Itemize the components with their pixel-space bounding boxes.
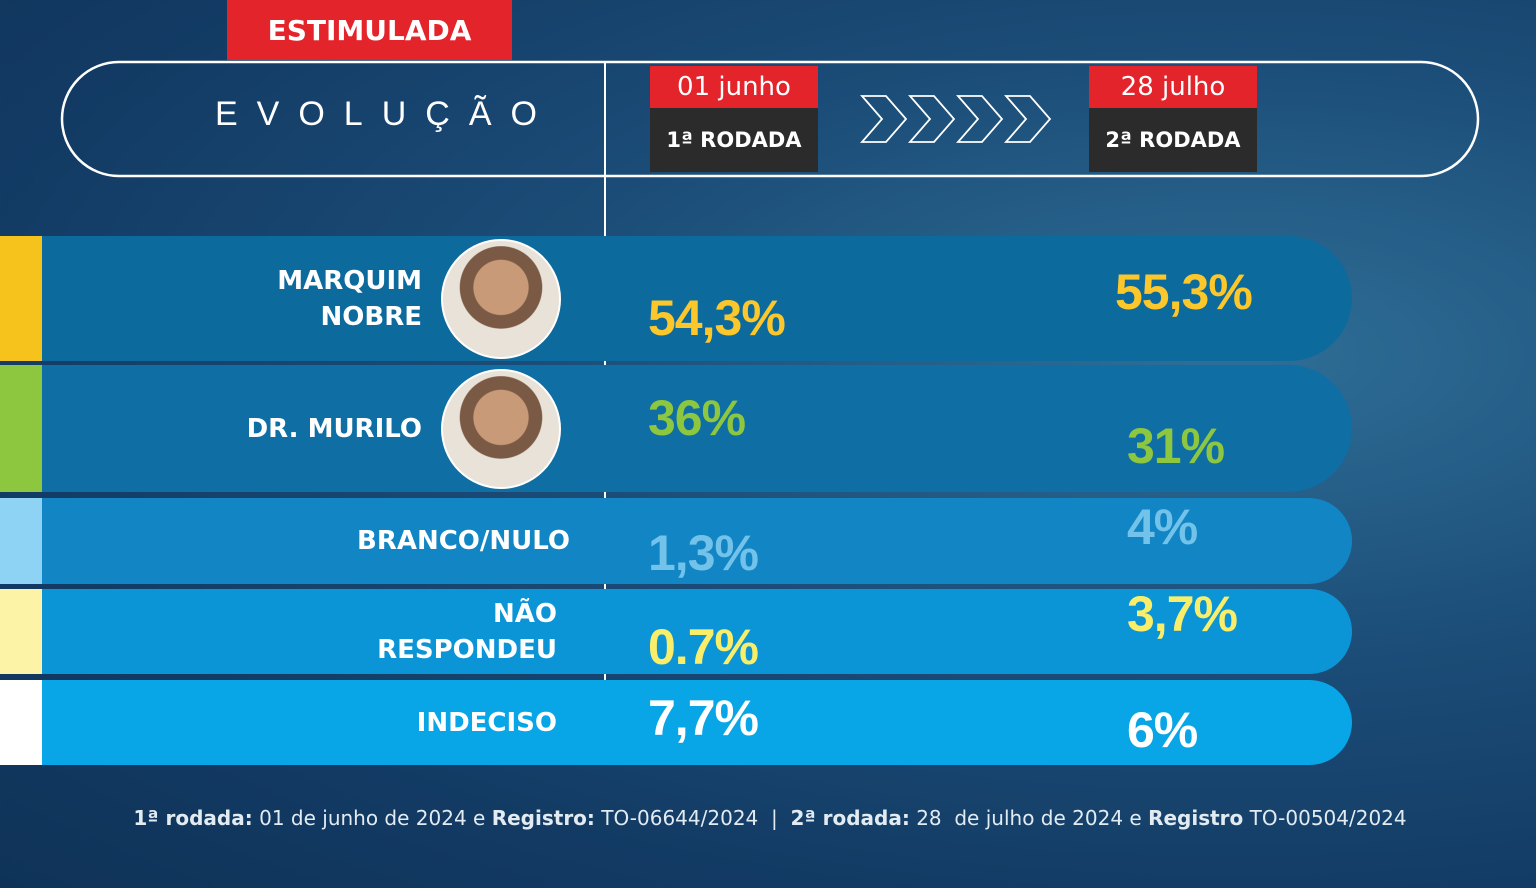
footer: 1ª rodada: 01 de junho de 2024 e Registr…: [0, 806, 1536, 830]
row-accent: [0, 236, 42, 361]
row-band: [42, 365, 1352, 492]
row-band: [42, 498, 1352, 584]
second-value: 4%: [1127, 499, 1198, 555]
second-value: 6%: [1127, 702, 1198, 758]
footer-text: 01 de junho de 2024 e: [252, 806, 492, 830]
heading: EVOLUÇÃO: [215, 95, 556, 133]
round-label: 2ª RODADA: [1089, 108, 1257, 172]
round-date: 01 junho: [650, 66, 818, 108]
badge: ESTIMULADA: [227, 0, 512, 60]
candidate-name: NÃO RESPONDEU: [377, 598, 557, 665]
header-frame: [60, 60, 1480, 178]
second-value: 31%: [1127, 418, 1225, 474]
second-value: 3,7%: [1127, 586, 1238, 642]
footer-text: Registro:: [491, 806, 595, 830]
footer-text: Registro: [1148, 806, 1244, 830]
second-value: 55,3%: [1115, 264, 1253, 320]
round-date: 28 julho: [1089, 66, 1257, 108]
first-value: 7,7%: [648, 690, 759, 746]
footer-text: 28 de julho de 2024 e: [909, 806, 1149, 830]
row-band: [42, 680, 1352, 765]
footer-text: TO-00504/2024: [1243, 806, 1407, 830]
first-value: 0.7%: [648, 619, 759, 675]
row-accent: [0, 589, 42, 674]
row-band: [42, 236, 1352, 361]
candidate-name: BRANCO/NULO: [357, 526, 571, 556]
row-accent: [0, 365, 42, 492]
row-accent: [0, 680, 42, 765]
candidate-name: MARQUIM NOBRE: [277, 265, 422, 332]
first-value: 54,3%: [648, 290, 786, 346]
row-accent: [0, 498, 42, 584]
round-label: 1ª RODADA: [650, 108, 818, 172]
candidate-photo: [441, 368, 561, 489]
candidate-name: DR. MURILO: [246, 413, 422, 444]
candidate-name: INDECISO: [416, 707, 557, 738]
footer-text: 2ª rodada:: [790, 806, 910, 830]
footer-text: TO-06644/2024 |: [594, 806, 791, 830]
row-band: [42, 589, 1352, 674]
chevrons: [860, 95, 1052, 143]
candidate-photo: [441, 238, 561, 359]
first-value: 36%: [648, 390, 746, 446]
first-value: 1,3%: [648, 525, 759, 581]
footer-text: 1ª rodada:: [133, 806, 253, 830]
